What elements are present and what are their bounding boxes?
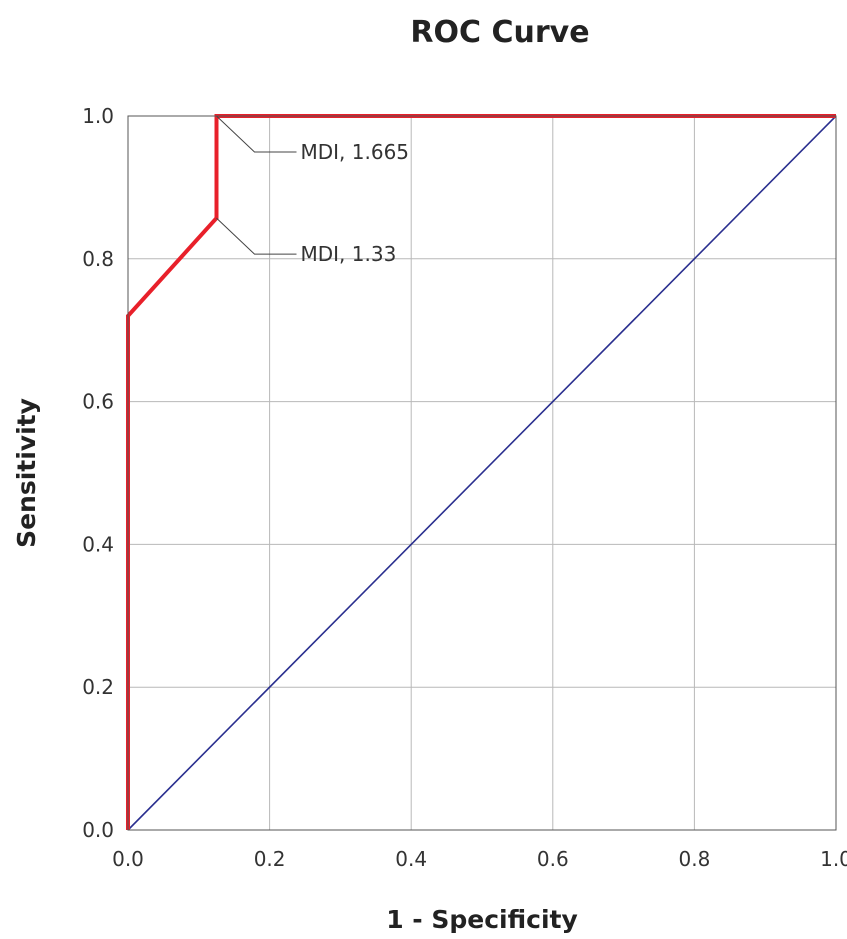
annotation-label: MDI, 1.665 xyxy=(301,140,410,164)
x-tick-label: 0.0 xyxy=(112,847,144,871)
x-tick-label: 0.6 xyxy=(537,847,569,871)
tick-labels: 0.0 0.2 0.4 0.6 0.8 1.0 0.0 0.2 0.4 0.6 0.8 1.0 xyxy=(82,104,847,871)
y-tick-label: 0.4 xyxy=(82,532,114,556)
y-tick-label: 0.2 xyxy=(82,675,114,699)
chart-title: ROC Curve xyxy=(410,15,589,50)
reference-diagonal-line xyxy=(127,115,837,831)
y-axis-title: Sensitivity xyxy=(12,398,41,548)
annotations: MDI, 1.665 MDI, 1.33 xyxy=(216,115,410,266)
y-tick-label: 0.0 xyxy=(82,818,114,842)
x-tick-label: 0.2 xyxy=(254,847,286,871)
annotation-leader-line xyxy=(216,217,297,255)
x-tick-label: 0.4 xyxy=(395,847,427,871)
x-tick-label: 1.0 xyxy=(820,847,847,871)
x-axis-title: 1 - Specificity xyxy=(386,905,578,934)
y-tick-label: 0.8 xyxy=(82,247,114,271)
series-layer xyxy=(126,114,837,831)
y-tick-label: 0.6 xyxy=(82,390,114,414)
x-tick-label: 0.8 xyxy=(678,847,710,871)
plot-frame xyxy=(127,115,837,831)
annotation-label: MDI, 1.33 xyxy=(301,242,397,266)
annotation-leader-line xyxy=(216,115,297,153)
y-tick-label: 1.0 xyxy=(82,104,114,128)
